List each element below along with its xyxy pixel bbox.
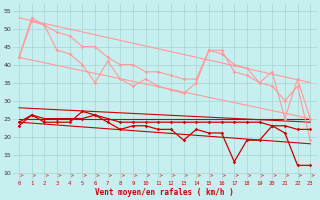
X-axis label: Vent moyen/en rafales ( km/h ): Vent moyen/en rafales ( km/h ) [95, 188, 234, 197]
